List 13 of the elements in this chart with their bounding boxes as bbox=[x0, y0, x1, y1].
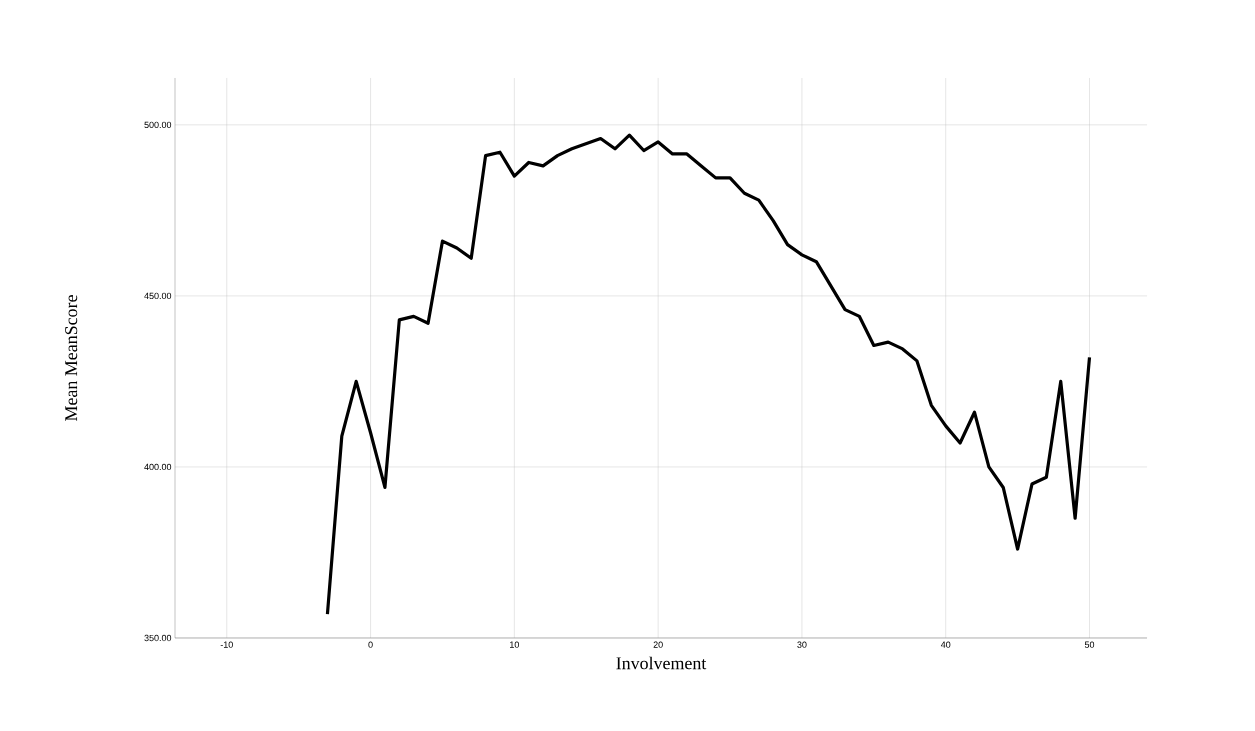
y-tick-label: 400.00 bbox=[144, 463, 172, 471]
x-tick-label: 0 bbox=[368, 641, 373, 648]
y-axis-title: Mean MeanScore bbox=[65, 295, 78, 421]
y-tick-label: 450.00 bbox=[144, 292, 172, 300]
y-tick-label: 350.00 bbox=[144, 634, 172, 642]
x-tick-label: 50 bbox=[1084, 641, 1095, 648]
x-axis-title: Involvement bbox=[616, 656, 707, 670]
x-tick-label: -10 bbox=[220, 641, 233, 648]
x-tick-label: 40 bbox=[940, 641, 951, 648]
y-tick-label: 500.00 bbox=[144, 121, 172, 129]
x-tick-label: 10 bbox=[510, 641, 519, 648]
x-tick-label: 30 bbox=[797, 641, 807, 648]
x-tick-label: 20 bbox=[653, 641, 663, 648]
